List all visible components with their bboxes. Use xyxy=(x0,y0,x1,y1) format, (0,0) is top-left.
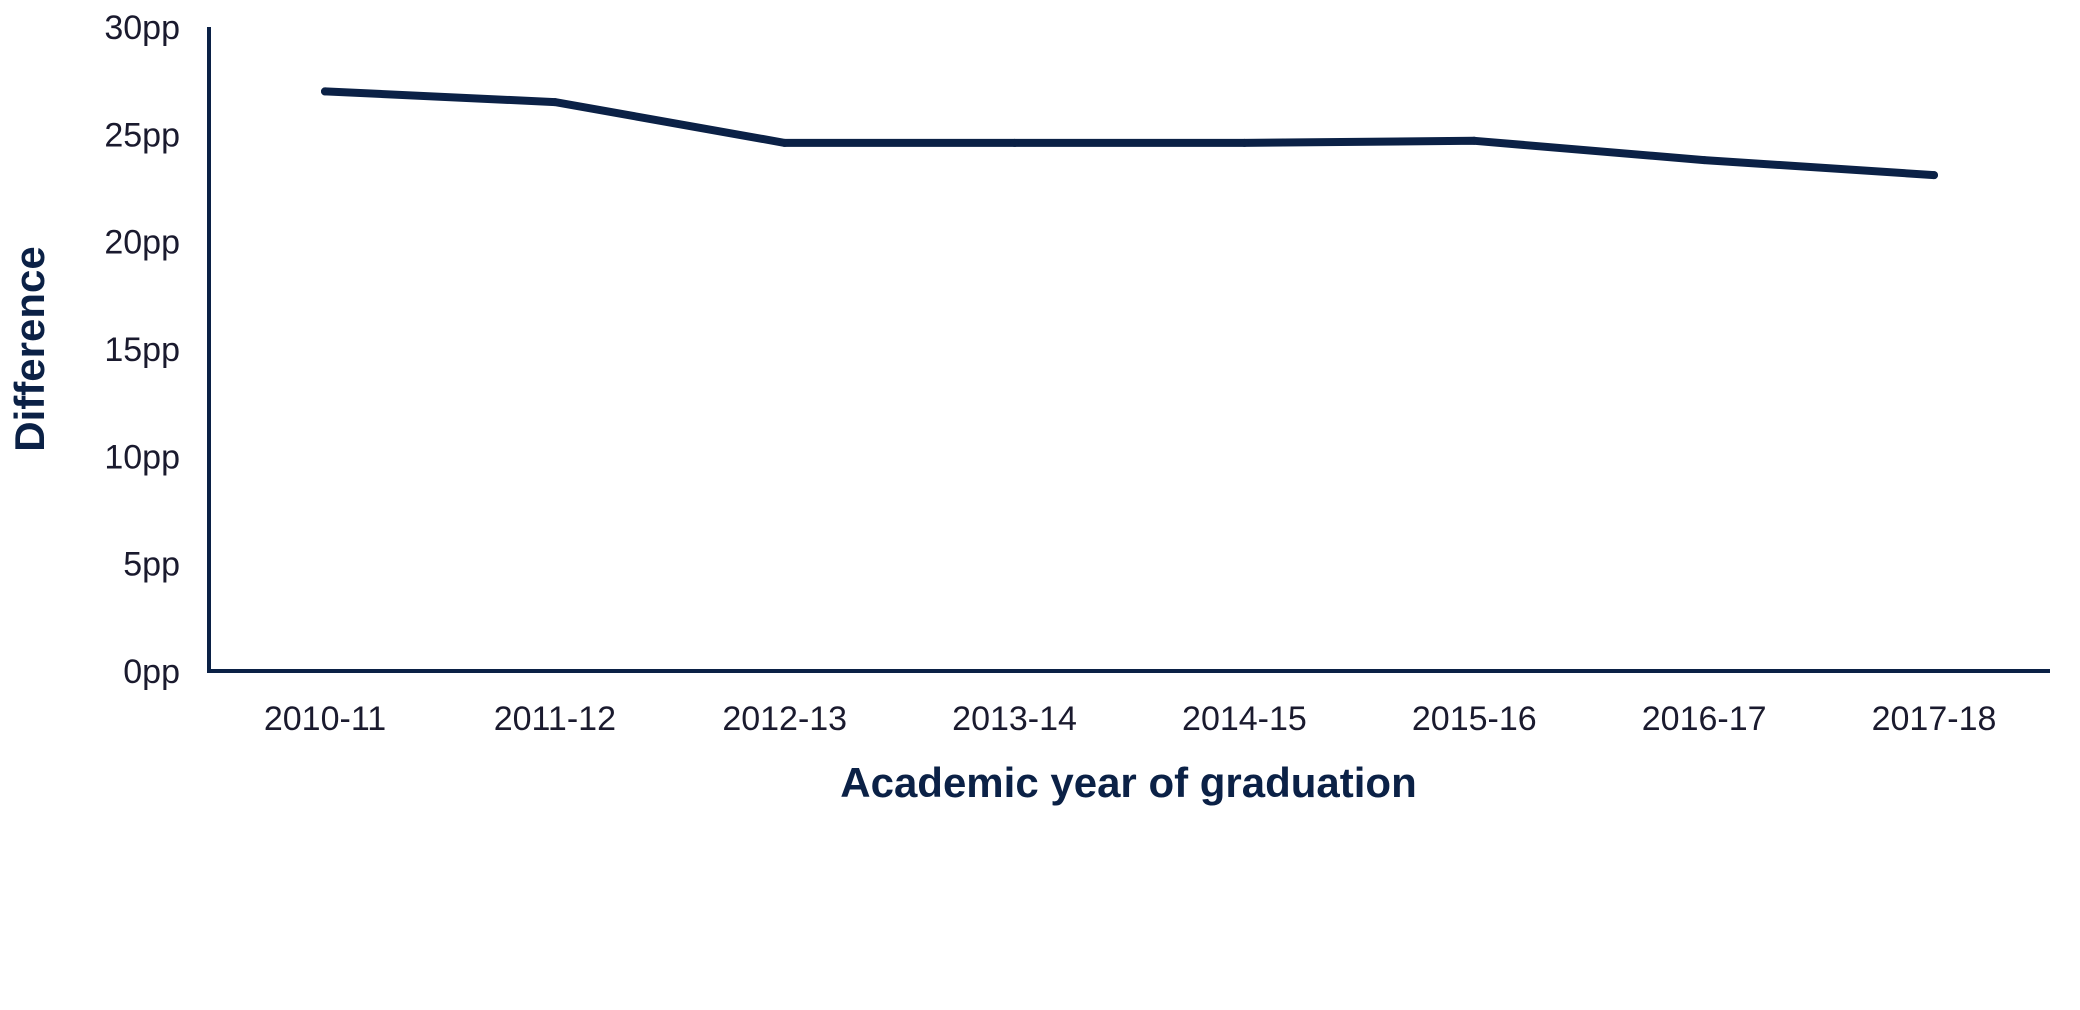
x-axis-title: Academic year of graduation xyxy=(840,759,1417,806)
x-tick-label: 2012-13 xyxy=(722,700,847,738)
x-tick-label: 2017-18 xyxy=(1872,700,1997,738)
data-point xyxy=(1240,138,1249,147)
data-point xyxy=(321,87,329,96)
y-tick-label: 25pp xyxy=(104,116,180,154)
data-point xyxy=(550,98,559,107)
data-point xyxy=(1470,136,1479,145)
data-point xyxy=(780,138,789,147)
series-line xyxy=(321,87,1938,180)
x-tick-label: 2014-15 xyxy=(1182,700,1307,738)
x-tick-label: 2011-12 xyxy=(494,700,616,738)
y-tick-label: 15pp xyxy=(104,331,180,369)
y-tick-label: 20pp xyxy=(104,224,180,262)
y-axis-title: Difference xyxy=(6,246,53,451)
y-tick-label: 0pp xyxy=(123,653,180,691)
y-tick-label: 5pp xyxy=(123,546,180,584)
x-tick-label: 2010-11 xyxy=(264,700,386,738)
y-tick-label: 30pp xyxy=(104,9,180,47)
data-point xyxy=(1010,138,1019,147)
x-tick-label: 2015-16 xyxy=(1412,700,1537,738)
data-point xyxy=(1700,156,1709,165)
y-axis-ticks: 0pp 5pp 10pp 15pp 20pp 25pp 30pp xyxy=(104,9,180,691)
y-tick-label: 10pp xyxy=(104,438,180,476)
x-tick-label: 2013-14 xyxy=(952,700,1077,738)
data-point xyxy=(1930,171,1938,180)
series-group xyxy=(321,87,1938,180)
x-tick-label: 2016-17 xyxy=(1642,700,1767,738)
x-axis-ticks: 2010-11 2011-12 2012-13 2013-14 2014-15 2015-… xyxy=(264,700,1997,738)
